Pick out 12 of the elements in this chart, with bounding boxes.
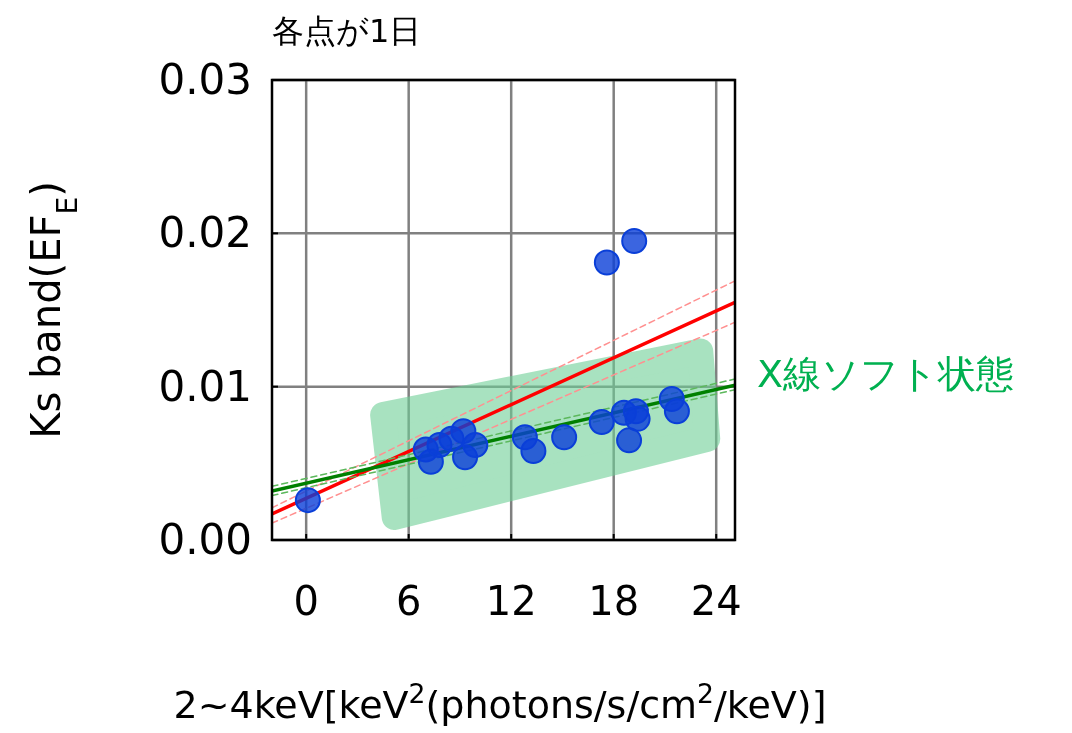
chart-title: 各点が1日	[272, 12, 422, 50]
xtick: 0	[293, 578, 319, 624]
y-tick-label: 0.01	[158, 361, 252, 411]
xtick: 6	[395, 578, 422, 624]
xtick: 12	[485, 578, 537, 624]
xtick: 24	[690, 578, 742, 624]
text: X線ソフト状態	[757, 352, 1015, 396]
y-tick-label: 0.02	[158, 208, 252, 258]
y-tick-label: 0.03	[158, 55, 252, 104]
x-axis-title: 2~4keV[keV$^{2}$(photons/s/cm$^{2}$/keV)]	[173, 677, 827, 727]
y-tick-label: 0.00	[158, 515, 252, 564]
xtick: 18	[588, 578, 640, 624]
